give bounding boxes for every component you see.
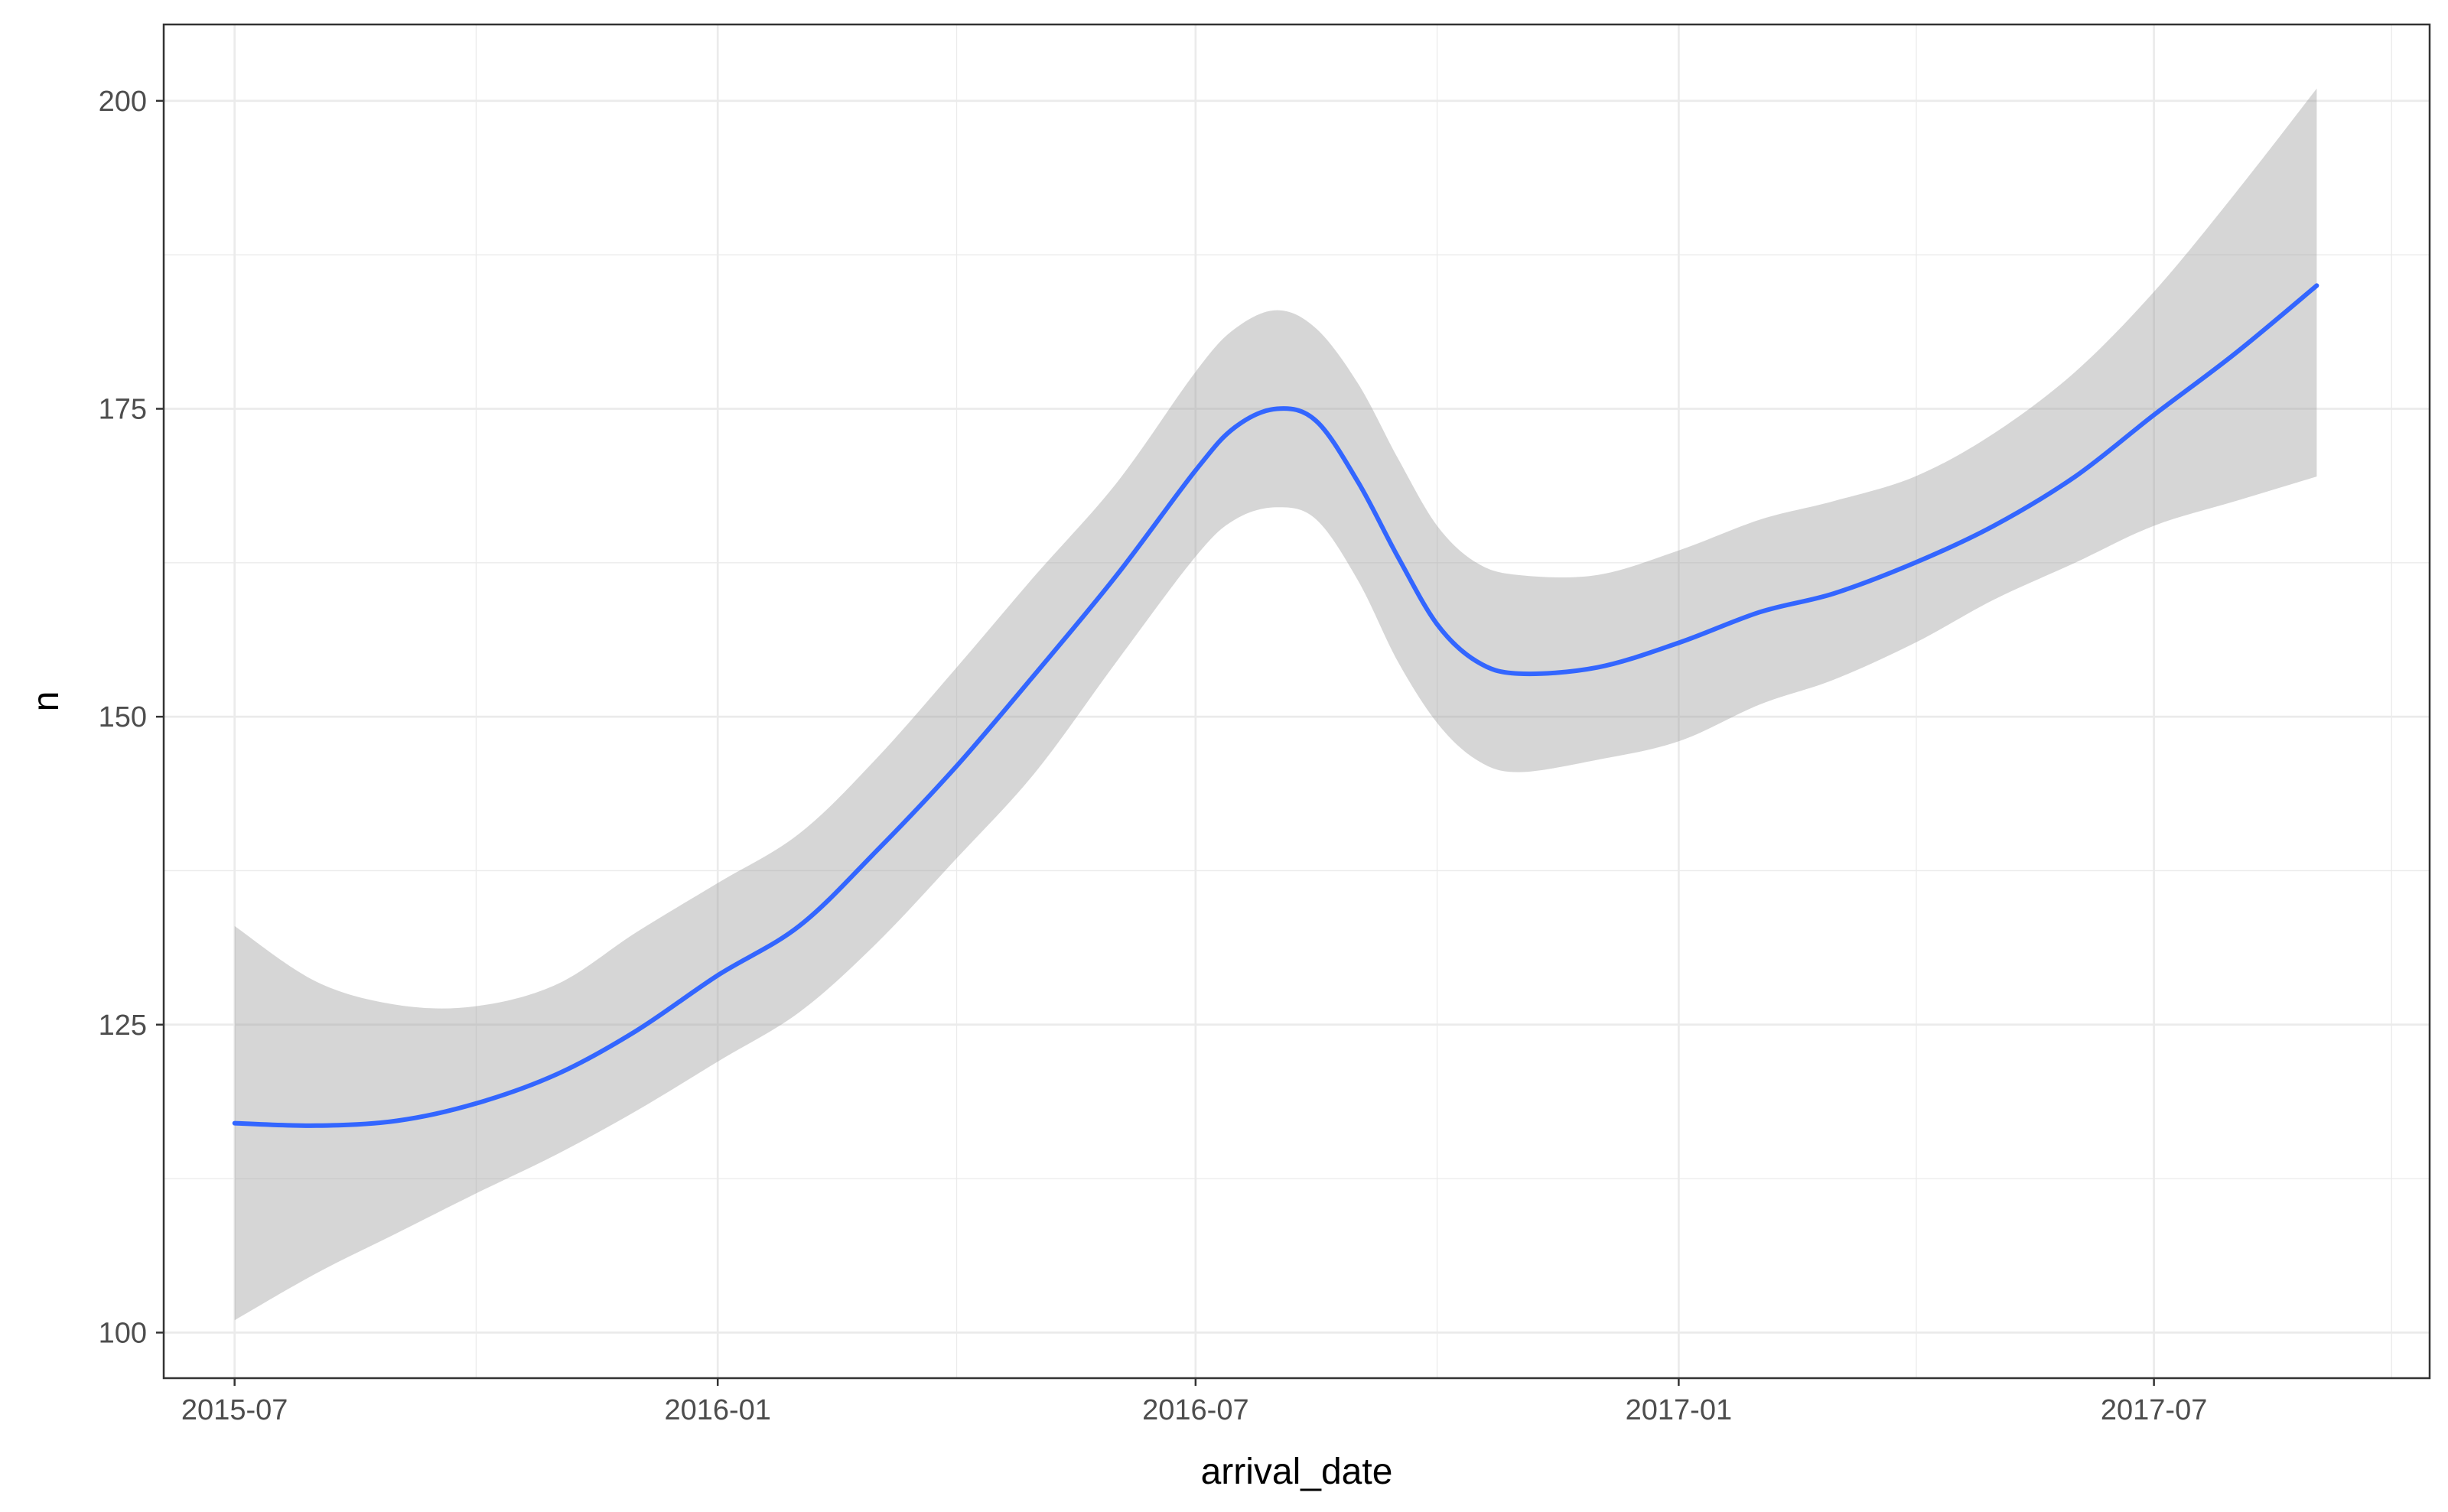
x-axis-title: arrival_date	[1201, 1452, 1393, 1492]
minor-gridlines	[164, 24, 2430, 1378]
confidence-band	[234, 88, 2317, 1321]
y-tick-label: 150	[99, 701, 147, 733]
x-tick-label: 2016-07	[1142, 1394, 1248, 1426]
x-tick-label: 2017-01	[1626, 1394, 1732, 1426]
y-axis: 100 125 150 175 200	[99, 86, 164, 1349]
x-tick-label: 2016-01	[664, 1394, 770, 1426]
y-tick-label: 100	[99, 1317, 147, 1349]
y-tick-label: 125	[99, 1010, 147, 1042]
panel-border	[162, 23, 2431, 1380]
x-tick-label: 2015-07	[181, 1394, 288, 1426]
trend-line	[232, 283, 2319, 1128]
x-axis: 2015-07 2016-01 2016-07 2017-01 2017-07	[181, 1378, 2207, 1426]
y-tick-label: 200	[99, 86, 147, 118]
y-tick-label: 175	[99, 393, 147, 425]
y-axis-title: n	[26, 691, 67, 712]
x-tick-label: 2017-07	[2101, 1394, 2207, 1426]
